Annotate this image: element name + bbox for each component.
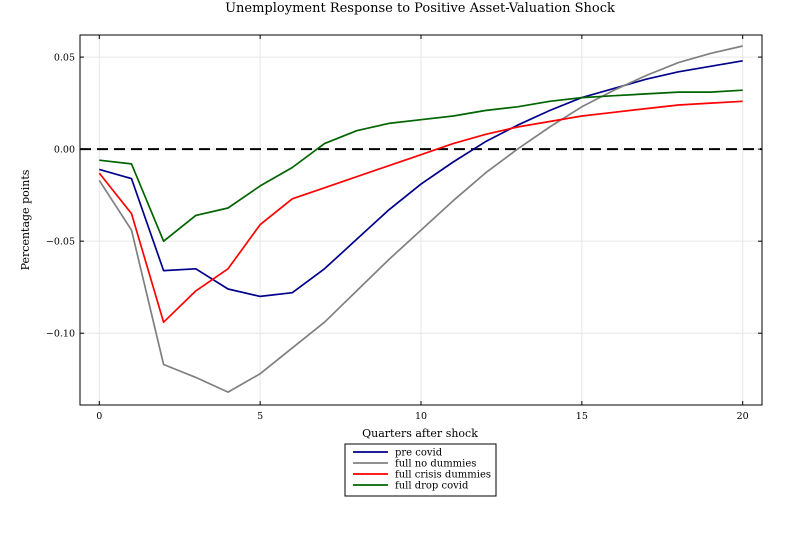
legend-label: pre covid [395, 448, 443, 459]
x-tick-label: 15 [576, 411, 588, 422]
series-line-full-drop-covid [99, 89, 743, 243]
y-tick-label: −0.10 [46, 329, 75, 340]
series-line-full-no-dummies [98, 45, 743, 393]
y-ticks: −0.10 −0.05 0.00 0.05 [46, 53, 762, 340]
series-line-full-crisis-dummies [98, 100, 743, 324]
chart-title: Unemployment Response to Positive Asset-… [225, 1, 615, 16]
x-tick-label: 10 [415, 411, 427, 422]
y-axis-label: Percentage points [19, 169, 32, 270]
x-ticks: 0 5 10 15 20 [96, 35, 749, 422]
grid [80, 35, 762, 405]
legend-label: full drop covid [395, 481, 469, 492]
series-line-pre-covid [99, 59, 743, 298]
y-tick-label: −0.05 [46, 237, 75, 248]
x-tick-label: 0 [96, 411, 102, 422]
y-tick-label: 0.05 [54, 53, 75, 64]
x-tick-label: 5 [257, 411, 263, 422]
series-layer [98, 45, 743, 393]
legend-label: full crisis dummies [395, 470, 491, 481]
x-axis-label: Quarters after shock [362, 427, 478, 440]
legend-label: full no dummies [395, 459, 476, 470]
y-tick-label: 0.00 [54, 145, 75, 156]
x-tick-label: 20 [737, 411, 749, 422]
